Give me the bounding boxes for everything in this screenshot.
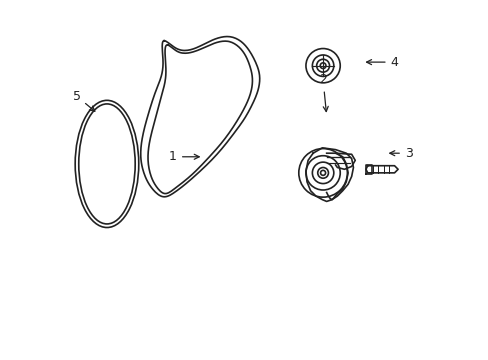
Text: 4: 4	[366, 55, 398, 69]
Text: 2: 2	[319, 73, 327, 112]
Text: 5: 5	[72, 90, 95, 111]
Text: 1: 1	[169, 150, 199, 163]
Text: 3: 3	[389, 147, 412, 160]
